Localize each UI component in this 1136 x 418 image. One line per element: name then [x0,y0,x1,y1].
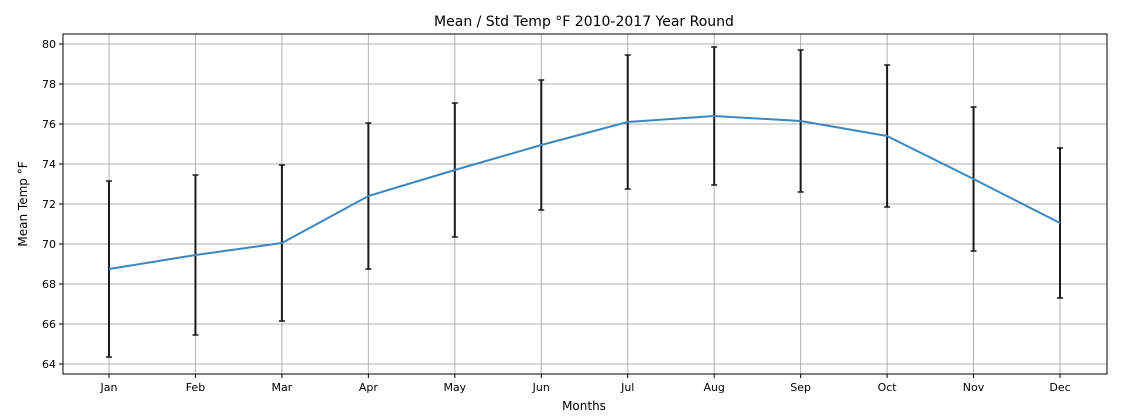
x-tick-label: Mar [272,381,293,394]
x-tick-label: Feb [186,381,205,394]
y-tick-label: 64 [42,358,56,371]
y-tick-label: 66 [42,318,56,331]
x-tick-label: Jan [100,381,118,394]
y-tick-label: 76 [42,118,56,131]
y-tick-label: 80 [42,38,56,51]
x-tick-label: Jul [620,381,634,394]
y-axis-ticks: 64 66 68 70 72 74 76 78 80 [42,38,63,371]
error-bars [106,46,1063,358]
y-tick-label: 72 [42,198,56,211]
x-axis-label: Months [562,399,606,413]
x-tick-label: Nov [963,381,985,394]
x-tick-label: Oct [878,381,898,394]
grid-lines [63,34,1107,374]
y-axis-label: Mean Temp °F [16,161,30,246]
x-axis-ticks: Jan Feb Mar Apr May Jun Jul Aug Sep Oct Nov Dec [100,374,1071,394]
y-tick-label: 74 [42,158,56,171]
chart-title: Mean / Std Temp °F 2010-2017 Year Round [434,14,734,30]
y-tick-label: 68 [42,278,56,291]
y-tick-label: 70 [42,238,56,251]
x-tick-label: Apr [359,381,379,394]
x-tick-label: Aug [703,381,724,394]
x-tick-label: Sep [790,381,811,394]
x-tick-label: Jun [532,381,550,394]
y-tick-label: 78 [42,78,56,91]
x-tick-label: May [443,381,466,394]
x-tick-label: Dec [1049,381,1070,394]
series-line-mean-temp [108,114,1061,270]
